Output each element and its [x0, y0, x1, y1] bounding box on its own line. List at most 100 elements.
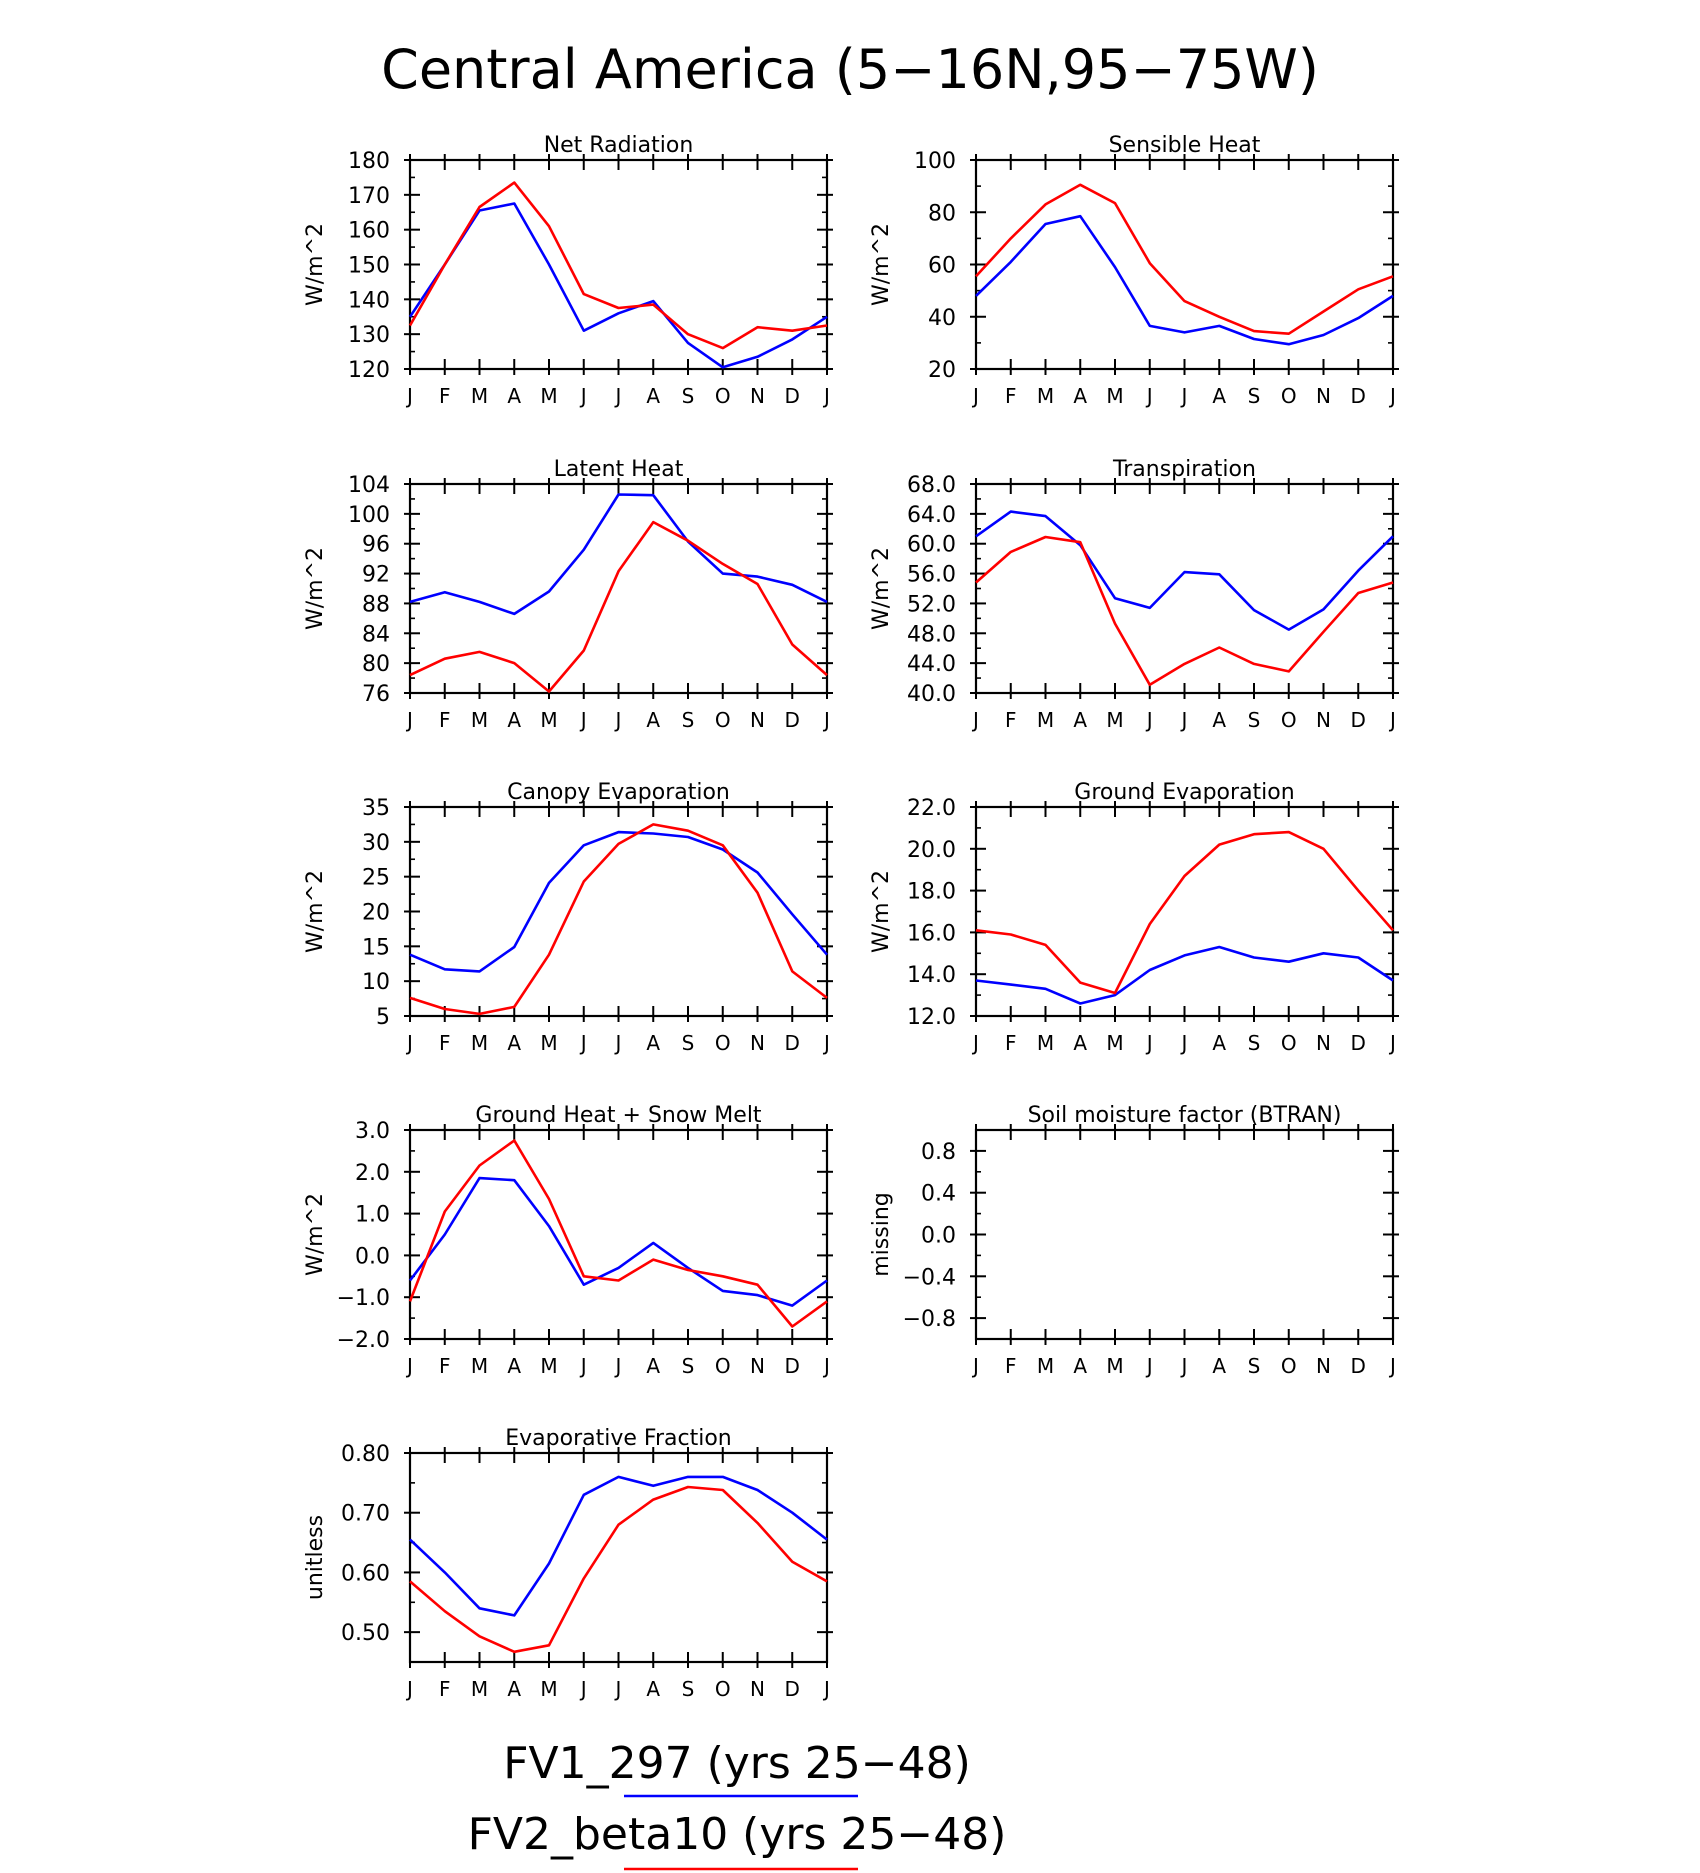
- y-axis-label: W/m^2: [869, 223, 894, 306]
- series-line-fv1-297-yrs-25-48: [409, 830, 828, 973]
- x-tick-label: O: [715, 708, 731, 732]
- x-tick-label: S: [1248, 1031, 1261, 1055]
- y-tick-label: 35: [362, 796, 390, 821]
- y-axis-label: W/m^2: [303, 223, 328, 306]
- plot-frame: [974, 1128, 1395, 1341]
- x-tick-label: A: [1073, 708, 1087, 732]
- x-tick-label: M: [471, 1677, 488, 1701]
- y-tick-label: 0.0: [355, 1244, 390, 1269]
- x-tick-label: A: [646, 1031, 660, 1055]
- y-tick-label: 130: [348, 323, 390, 348]
- x-tick-label: N: [1316, 384, 1331, 408]
- y-tick-label: 0.80: [341, 1442, 390, 1467]
- x-tick-label: J: [1388, 1031, 1396, 1055]
- x-tick-label: F: [439, 1354, 451, 1378]
- y-tick-label: 3.0: [355, 1119, 390, 1144]
- y-tick-label: 180: [348, 149, 390, 174]
- series-line-fv1-297-yrs-25-48: [409, 1475, 828, 1617]
- x-tick-label: D: [1351, 1354, 1366, 1378]
- y-tick-label: 20: [362, 901, 390, 926]
- y-tick-label: 15: [362, 935, 390, 960]
- x-tick-label: F: [1005, 1031, 1017, 1055]
- x-tick-label: A: [1212, 708, 1226, 732]
- x-tick-label: M: [1037, 1354, 1054, 1378]
- x-tick-label: O: [715, 1031, 731, 1055]
- x-tick-label: N: [750, 384, 765, 408]
- x-tick-label: J: [1145, 708, 1153, 732]
- y-tick-label: 68.0: [907, 473, 956, 498]
- series-line-fv2-beta10-yrs-25-48: [408, 1139, 828, 1328]
- x-tick-label: F: [439, 384, 451, 408]
- y-tick-label: −0.4: [903, 1265, 956, 1290]
- x-tick-label: J: [1180, 384, 1188, 408]
- x-tick-label: J: [405, 1031, 413, 1055]
- x-tick-label: J: [822, 708, 830, 732]
- x-tick-label: M: [1037, 708, 1054, 732]
- y-tick-label: 1.0: [355, 1203, 390, 1228]
- y-axis-label: missing: [869, 1192, 894, 1277]
- x-tick-label: S: [682, 708, 695, 732]
- x-tick-label: M: [1106, 1354, 1123, 1378]
- series-line-fv2-beta10-yrs-25-48: [409, 1485, 828, 1654]
- x-tick-label: A: [1073, 1031, 1087, 1055]
- x-tick-label: J: [1145, 1031, 1153, 1055]
- x-tick-label: O: [1281, 1031, 1297, 1055]
- x-tick-label: A: [646, 384, 660, 408]
- panel-title: Ground Heat + Snow Melt: [475, 1103, 762, 1128]
- x-tick-label: O: [1281, 1354, 1297, 1378]
- y-tick-label: 25: [362, 866, 390, 891]
- x-tick-label: M: [1106, 708, 1123, 732]
- x-tick-label: J: [579, 1354, 587, 1378]
- plot-frame: [408, 482, 829, 695]
- y-tick-label: 64.0: [907, 503, 956, 528]
- x-tick-label: F: [439, 708, 451, 732]
- x-tick-label: M: [471, 1031, 488, 1055]
- series-line-fv1-297-yrs-25-48: [409, 493, 828, 616]
- panel-title: Canopy Evaporation: [507, 780, 730, 805]
- y-tick-label: 30: [362, 831, 390, 856]
- x-tick-label: M: [540, 1031, 557, 1055]
- y-tick-label: 40: [928, 306, 956, 331]
- x-tick-label: A: [507, 384, 521, 408]
- y-axis-label: W/m^2: [303, 870, 328, 953]
- x-tick-label: F: [439, 1031, 451, 1055]
- x-tick-label: M: [1037, 384, 1054, 408]
- x-tick-label: S: [682, 384, 695, 408]
- series-line-fv1-297-yrs-25-48: [408, 1176, 828, 1307]
- y-tick-label: 16.0: [907, 921, 956, 946]
- x-tick-label: M: [540, 384, 557, 408]
- x-tick-label: J: [1145, 1354, 1153, 1378]
- x-tick-label: A: [507, 1031, 521, 1055]
- x-tick-label: A: [1212, 384, 1226, 408]
- x-tick-label: O: [1281, 384, 1297, 408]
- x-tick-label: J: [614, 1031, 622, 1055]
- plot-frame: [408, 1128, 829, 1341]
- y-axis-label: W/m^2: [303, 1193, 328, 1276]
- y-tick-label: 20: [928, 358, 956, 383]
- y-tick-label: 150: [348, 254, 390, 279]
- series-line-fv2-beta10-yrs-25-48: [408, 181, 828, 350]
- y-tick-label: 12.0: [907, 1005, 956, 1030]
- x-tick-label: S: [682, 1354, 695, 1378]
- x-tick-label: D: [785, 708, 800, 732]
- y-tick-label: 160: [348, 219, 390, 244]
- x-tick-label: A: [507, 1354, 521, 1378]
- series-line-fv2-beta10-yrs-25-48: [975, 830, 1394, 995]
- x-tick-label: N: [750, 1031, 765, 1055]
- series-line-fv1-297-yrs-25-48: [975, 945, 1394, 1005]
- panel-title: Net Radiation: [544, 133, 694, 158]
- y-tick-label: 56.0: [907, 563, 956, 588]
- x-tick-label: S: [1248, 1354, 1261, 1378]
- y-tick-label: 2.0: [355, 1161, 390, 1186]
- x-tick-label: N: [1316, 708, 1331, 732]
- series-line-fv1-297-yrs-25-48: [408, 202, 828, 369]
- x-tick-label: M: [1037, 1031, 1054, 1055]
- x-tick-label: N: [750, 1354, 765, 1378]
- y-tick-label: 18.0: [907, 880, 956, 905]
